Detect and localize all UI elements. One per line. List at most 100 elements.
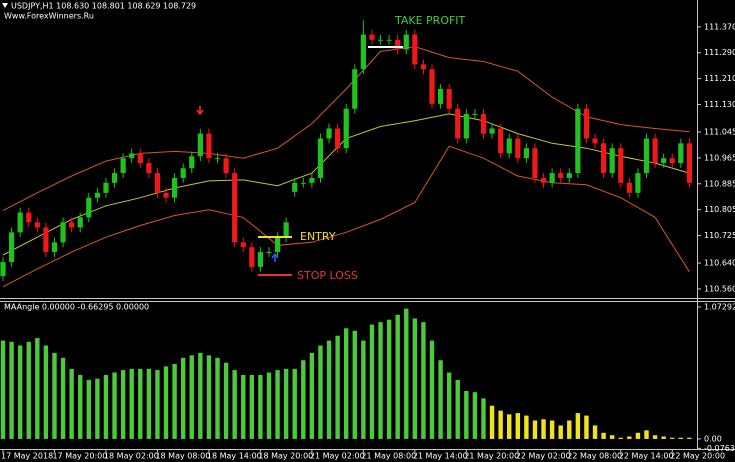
candle-body bbox=[532, 148, 538, 178]
candle-body bbox=[643, 138, 650, 174]
histogram-bar bbox=[258, 375, 263, 439]
candle-body bbox=[369, 34, 375, 40]
candle-body bbox=[154, 173, 161, 193]
candle-body bbox=[240, 242, 246, 248]
histogram-bar bbox=[489, 405, 495, 439]
x-tick-label: 21 May 02:00 bbox=[310, 452, 365, 461]
x-tick-label: 21 May 14:00 bbox=[413, 452, 468, 461]
histogram-bar bbox=[275, 370, 280, 439]
candle-body bbox=[429, 69, 435, 104]
histogram-bar bbox=[129, 368, 134, 439]
candle-body bbox=[360, 34, 366, 70]
histogram-bar bbox=[43, 345, 49, 439]
y-tick-label: -0.07633 bbox=[704, 444, 735, 453]
stop-loss-label: STOP LOSS bbox=[297, 269, 358, 282]
candle-body bbox=[120, 158, 126, 174]
histogram-bar bbox=[429, 340, 435, 439]
candle-body bbox=[377, 39, 384, 41]
candle-body bbox=[180, 168, 186, 178]
candle-body bbox=[223, 158, 229, 174]
histogram-bar bbox=[378, 322, 383, 439]
histogram-bar bbox=[386, 319, 392, 439]
histogram-bar bbox=[180, 357, 186, 439]
plot: 111.370 111.290 111.210 111.130 111.045 110.9… bbox=[0, 20, 735, 461]
x-tick-label: 18 May 14:00 bbox=[207, 452, 262, 461]
entry-label: ENTRY bbox=[300, 230, 336, 243]
y-tick-label: 110.885 bbox=[704, 179, 735, 188]
candle-body bbox=[515, 138, 521, 159]
candle-body bbox=[51, 242, 58, 253]
candle-body bbox=[60, 222, 66, 243]
y-tick-label: 110.805 bbox=[704, 205, 735, 214]
candle-body bbox=[686, 143, 692, 183]
histogram-bar bbox=[155, 370, 160, 439]
candle-body bbox=[618, 148, 624, 183]
take-profit-label: TAKE PROFIT bbox=[394, 14, 466, 27]
histogram-bar bbox=[601, 432, 606, 439]
symbol-icon bbox=[2, 3, 8, 8]
candle-body bbox=[309, 177, 315, 183]
candle-body bbox=[335, 128, 341, 149]
histogram-bar bbox=[163, 366, 169, 439]
chart-subtitle: Www.ForexWinners.Ru bbox=[4, 12, 94, 21]
histogram-bar bbox=[481, 398, 486, 439]
histogram-bar bbox=[524, 415, 529, 439]
candle-body bbox=[609, 148, 615, 174]
histogram-bar bbox=[120, 370, 126, 439]
histogram-bar bbox=[52, 352, 57, 439]
x-tick-label: 18 May 20:00 bbox=[258, 452, 313, 461]
histogram-bar bbox=[326, 340, 332, 439]
candle-body bbox=[214, 158, 221, 160]
y-tick-label: 111.370 bbox=[704, 22, 735, 31]
y-tick-label: 111.045 bbox=[704, 128, 735, 137]
candle-body bbox=[412, 34, 418, 65]
x-tick-label: 18 May 02:00 bbox=[104, 452, 159, 461]
histogram-bar bbox=[146, 368, 152, 439]
x-tick-label: 17 May 20:00 bbox=[52, 452, 107, 461]
histogram-bar bbox=[635, 432, 641, 439]
candle-body bbox=[498, 128, 504, 154]
candle-body bbox=[111, 173, 118, 183]
histogram-bar bbox=[309, 352, 315, 439]
histogram-bar bbox=[412, 318, 418, 439]
x-tick-label: 17 May 2018 bbox=[1, 452, 53, 461]
candle-body bbox=[197, 133, 203, 157]
histogram-bar bbox=[687, 437, 692, 439]
candle-body bbox=[420, 64, 427, 70]
candle-body bbox=[403, 34, 409, 50]
candle-body bbox=[0, 262, 6, 276]
candle-body bbox=[249, 247, 255, 267]
frame bbox=[0, 0, 735, 450]
histogram-bar bbox=[352, 330, 357, 439]
candle-body bbox=[386, 39, 392, 41]
histogram-bar bbox=[455, 379, 460, 439]
candle-body bbox=[103, 182, 109, 193]
candle-body bbox=[463, 113, 469, 139]
candle-body bbox=[583, 108, 590, 139]
histogram-bar bbox=[0, 340, 6, 439]
y-tick-label: 110.725 bbox=[704, 231, 735, 240]
histogram-bar bbox=[9, 341, 14, 439]
histogram-bar bbox=[678, 437, 684, 439]
candle-body bbox=[540, 177, 547, 183]
histogram-bar bbox=[283, 368, 289, 439]
candle-body bbox=[274, 237, 281, 253]
candle-body bbox=[163, 192, 169, 198]
candle-body bbox=[480, 113, 487, 134]
histogram-bar bbox=[60, 357, 66, 439]
x-tick-label: 22 May 08:00 bbox=[567, 452, 622, 461]
band-line bbox=[2, 46, 690, 212]
buy-arrow bbox=[271, 252, 279, 262]
histogram-bar bbox=[532, 420, 538, 439]
histogram-bar bbox=[198, 352, 203, 439]
candle-body bbox=[300, 182, 306, 184]
histogram-bar bbox=[103, 375, 109, 439]
histogram-bar bbox=[344, 328, 349, 439]
histogram-bar bbox=[584, 415, 589, 439]
y-tick-label: 111.130 bbox=[704, 100, 735, 109]
histogram-bar bbox=[558, 425, 563, 439]
candle-body bbox=[592, 138, 598, 144]
candle-body bbox=[343, 108, 349, 149]
candle-body bbox=[94, 192, 100, 198]
